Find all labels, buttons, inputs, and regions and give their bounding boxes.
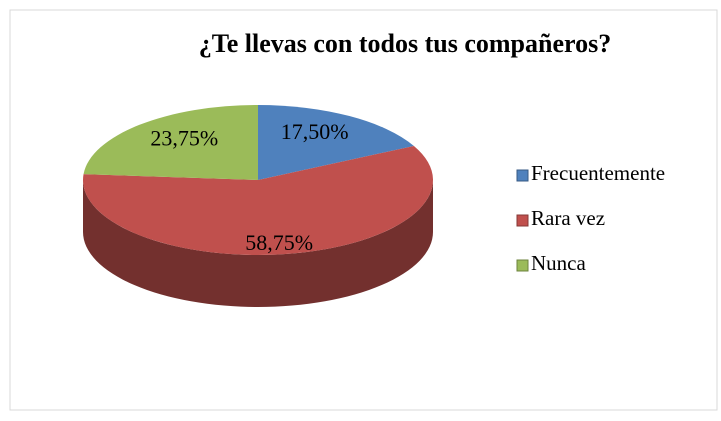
data-label: 17,50% xyxy=(281,119,349,144)
chart-title: ¿Te llevas con todos tus compañeros? xyxy=(199,29,611,58)
pie-slice xyxy=(83,145,434,255)
legend-label: Frecuentemente xyxy=(531,161,665,185)
data-label: 58,75% xyxy=(245,230,313,255)
legend-swatch xyxy=(516,214,529,227)
legend-label: Nunca xyxy=(531,251,586,275)
pie-slice-side xyxy=(83,180,433,307)
data-label: 23,75% xyxy=(150,125,218,150)
pie-slice xyxy=(83,105,259,180)
pie-slice xyxy=(258,105,414,180)
legend-swatch xyxy=(516,169,529,182)
legend-swatch xyxy=(516,259,529,272)
legend-label: Rara vez xyxy=(531,206,605,230)
